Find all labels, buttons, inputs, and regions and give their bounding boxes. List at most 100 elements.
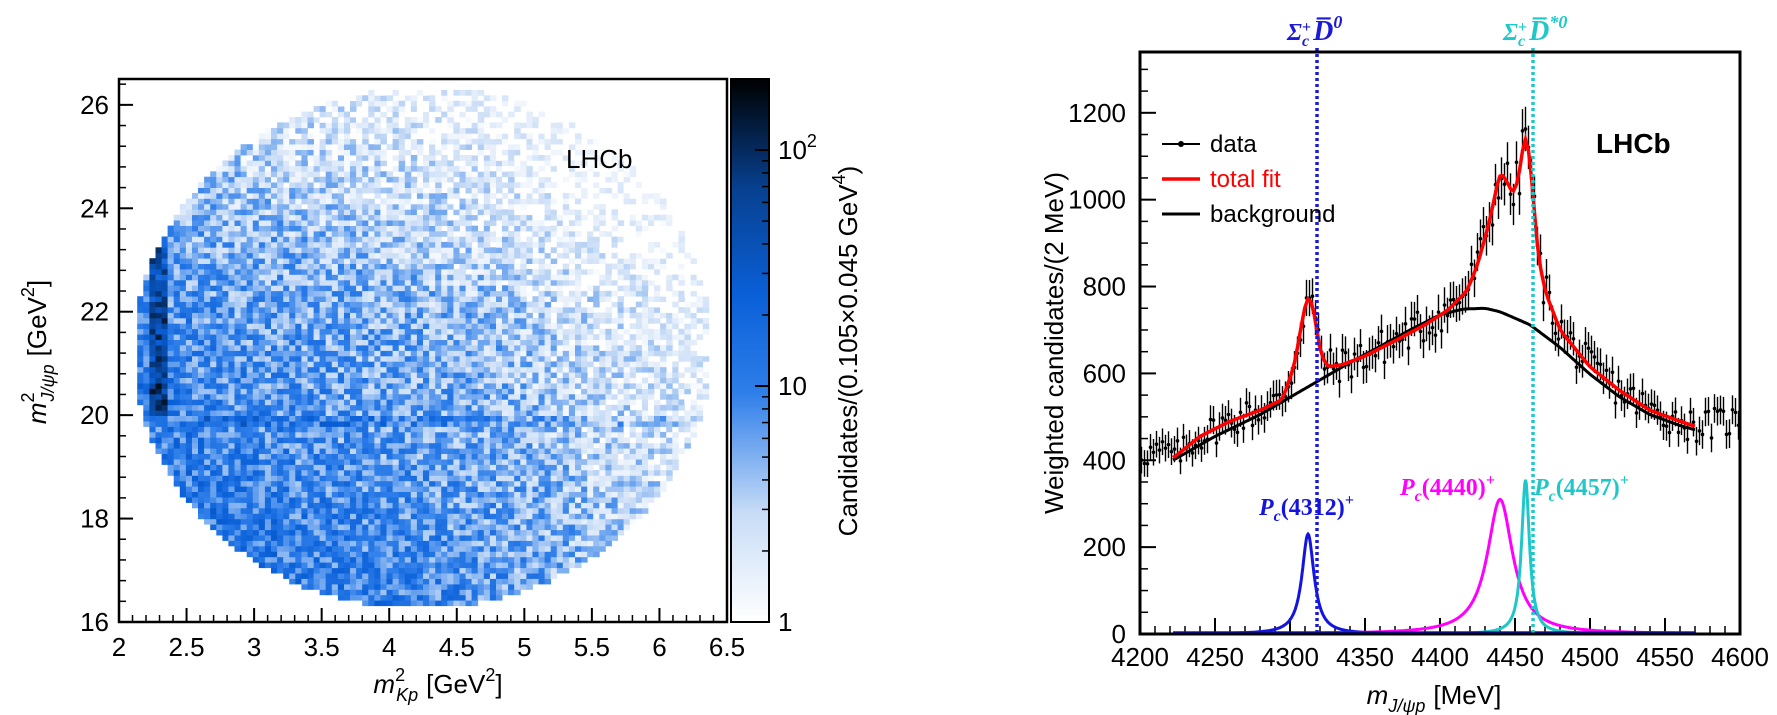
data-point [1430,325,1435,330]
data-point [1478,236,1483,241]
data-point [1547,290,1552,295]
right-x-tick-label: 4200 [1111,642,1169,672]
peak-label-pc4457: Pc(4457)+ [1533,472,1629,505]
data-point [1199,446,1204,450]
colorbar-ticks: 1 10 102 [755,78,817,637]
left-lhcb-label: LHCb [566,144,632,174]
right-y-ticks: 0 200 400 600 800 1000 1200 [1068,68,1156,649]
data-point [1511,202,1516,207]
left-x-tick-label: 6.5 [709,632,745,662]
right-y-tick-label: 200 [1083,532,1126,562]
data-point [1613,401,1618,405]
data-point [1664,424,1669,428]
data-point [1688,410,1693,414]
data-point [1214,441,1219,445]
data-point [1172,447,1177,451]
peak-curve-0 [1173,531,1695,634]
data-point [1226,412,1231,417]
left-y-tick-label: 24 [80,193,109,223]
right-y-tick-label: 1000 [1068,185,1126,215]
data-point [1166,442,1171,447]
left-x-tick-label: 3 [247,632,261,662]
right-x-tick-label: 4250 [1186,642,1244,672]
data-point [1277,392,1282,397]
data-point [1436,310,1441,314]
data-point [1160,439,1165,444]
data-point [1163,446,1168,450]
data-point [1373,353,1378,358]
data-point [1676,430,1681,435]
data-point [1175,439,1180,443]
right-y-tick-label: 0 [1112,619,1126,649]
data-point [1391,344,1396,349]
right-x-tick-label: 4400 [1411,642,1469,672]
data-point [1361,365,1366,370]
left-x-tick-label: 6 [652,632,666,662]
data-point [1358,343,1363,348]
left-x-tick-label: 4.5 [439,632,475,662]
data-point [1652,403,1657,408]
data-point [1490,223,1495,227]
legend-data-label: data [1210,131,1257,158]
data-point [1559,319,1564,324]
data-point [1610,370,1615,375]
data-point [1694,439,1699,444]
data-point [1631,386,1636,391]
data-point [1439,329,1444,333]
left-x-tick-label: 4 [382,632,396,662]
data-point [1715,409,1720,414]
data-point [1379,329,1384,334]
right-plot-frame [1138,50,1742,636]
data-point [1661,423,1666,428]
data-point [1409,317,1414,321]
data-point [1328,348,1333,352]
peak-curve-1 [1173,497,1695,634]
data-point [1712,406,1717,411]
data-point [1433,333,1438,337]
data-point [1568,331,1573,335]
data-point [1448,298,1453,302]
data-point [1241,426,1246,431]
data-point [1415,310,1420,315]
left-y-axis-title: m2J/ψp[GeV2] [18,280,58,424]
colorbar-tick-label: 102 [778,131,817,165]
data-point [1541,300,1546,305]
data-point [1442,303,1447,307]
data-point [1556,337,1561,341]
data-point [1517,191,1522,196]
data-point [1250,423,1255,428]
left-plot-frame [117,77,729,624]
data-point [1181,435,1186,440]
right-x-tick-label: 4450 [1486,642,1544,672]
data-point [1571,336,1576,341]
data-point [1706,409,1711,414]
data-point [1700,432,1705,437]
right-x-tick-label: 4350 [1336,642,1394,672]
data-point [1598,362,1603,367]
right-x-axis-title: mJ/ψp [MeV] [1367,680,1502,715]
colorbar-tick-label: 1 [778,607,792,637]
data-point [1427,331,1432,335]
left-y-tick-label: 20 [80,400,109,430]
colorbar-title: Candidates/(0.105×0.045 GeV4) [829,166,863,537]
data-point [1340,348,1345,352]
data-point [1406,346,1411,350]
data-point [1235,430,1240,435]
data-point [1352,352,1357,356]
threshold-label-sigmac-dbarstar0: Σ+ c D̅*0 [1502,12,1567,50]
data-point [1502,182,1507,187]
peak-curves [1173,479,1695,634]
data-point [1730,407,1735,412]
data-point [1157,448,1162,452]
total-fit-curve [1172,132,1696,460]
data-point [1412,317,1417,321]
right-lhcb-label: LHCb [1596,128,1671,159]
legend-fit-label: total fit [1210,166,1281,193]
data-point [1211,418,1216,422]
data-point [1364,364,1369,369]
threshold-lines [1315,48,1535,634]
data-point [1667,430,1672,435]
data-point [1382,360,1387,365]
data-point [1310,294,1315,298]
right-y-tick-label: 400 [1083,445,1126,475]
